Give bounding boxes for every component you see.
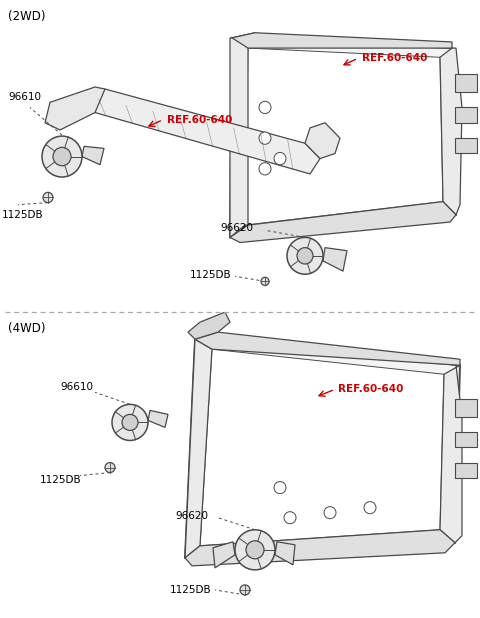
Text: 1125DB: 1125DB (2, 210, 44, 220)
Polygon shape (440, 365, 462, 543)
FancyBboxPatch shape (455, 138, 477, 153)
Text: 1125DB: 1125DB (190, 270, 232, 280)
Text: 96620: 96620 (175, 510, 208, 521)
Text: 96610: 96610 (8, 92, 41, 102)
Text: REF.60-640: REF.60-640 (167, 115, 232, 125)
Polygon shape (195, 332, 460, 365)
Text: REF.60-640: REF.60-640 (338, 384, 403, 394)
Text: (2WD): (2WD) (8, 11, 46, 23)
Polygon shape (200, 349, 444, 546)
Polygon shape (230, 38, 456, 237)
Circle shape (259, 132, 271, 144)
Circle shape (246, 541, 264, 559)
Text: 96620: 96620 (220, 223, 253, 233)
Circle shape (53, 147, 71, 166)
FancyBboxPatch shape (455, 433, 477, 447)
Polygon shape (148, 410, 168, 428)
Circle shape (274, 153, 286, 165)
Circle shape (297, 248, 313, 264)
Polygon shape (232, 33, 452, 48)
Polygon shape (188, 312, 230, 339)
Circle shape (364, 502, 376, 514)
Polygon shape (230, 201, 456, 242)
Polygon shape (88, 89, 320, 174)
Polygon shape (185, 339, 212, 558)
Circle shape (112, 404, 148, 441)
Circle shape (235, 530, 275, 570)
Polygon shape (213, 542, 235, 568)
Polygon shape (45, 87, 105, 130)
Polygon shape (185, 530, 455, 566)
Circle shape (324, 507, 336, 519)
Text: 1125DB: 1125DB (170, 585, 212, 595)
Polygon shape (185, 339, 460, 558)
Text: 96610: 96610 (60, 383, 93, 392)
Circle shape (259, 163, 271, 175)
Text: 1125DB: 1125DB (40, 475, 82, 485)
Text: REF.60-640: REF.60-640 (362, 53, 427, 63)
FancyBboxPatch shape (455, 74, 477, 92)
FancyBboxPatch shape (455, 108, 477, 123)
Circle shape (42, 136, 82, 177)
FancyBboxPatch shape (455, 399, 477, 417)
Polygon shape (305, 123, 340, 159)
Circle shape (43, 192, 53, 203)
Circle shape (105, 462, 115, 473)
Polygon shape (323, 248, 347, 271)
Circle shape (274, 481, 286, 494)
Polygon shape (230, 33, 258, 237)
Polygon shape (82, 146, 104, 165)
Circle shape (122, 415, 138, 431)
FancyBboxPatch shape (455, 462, 477, 478)
Circle shape (240, 585, 250, 595)
Text: (4WD): (4WD) (8, 322, 46, 335)
Circle shape (259, 101, 271, 114)
Circle shape (287, 237, 323, 274)
Circle shape (284, 512, 296, 523)
Polygon shape (275, 542, 295, 565)
Polygon shape (245, 48, 443, 225)
Circle shape (261, 277, 269, 286)
Polygon shape (440, 48, 462, 215)
